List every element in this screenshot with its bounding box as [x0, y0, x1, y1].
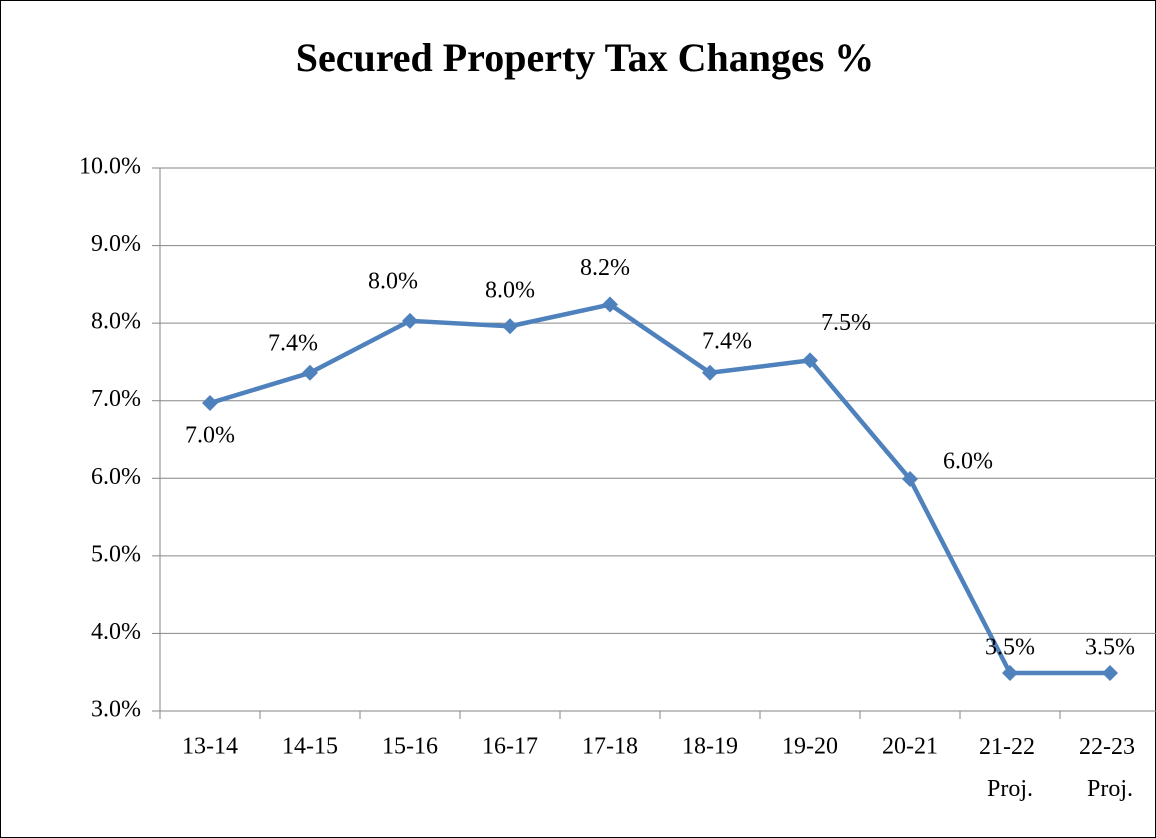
x-tick-label: 15-16	[382, 734, 438, 760]
y-tick-label: 5.0%	[91, 541, 141, 567]
point-marker	[302, 364, 318, 381]
data-label: 7.5%	[821, 310, 871, 336]
data-label: 3.5%	[985, 634, 1035, 660]
x-tick-label: 17-18	[582, 734, 638, 760]
point-marker	[202, 395, 218, 412]
point-marker	[702, 364, 718, 381]
point-marker	[1102, 664, 1118, 681]
x-tick-label: 16-17	[482, 734, 538, 760]
y-tick-label: 9.0%	[91, 231, 141, 257]
point-marker	[802, 352, 818, 369]
point-marker	[502, 318, 518, 335]
y-tick-label: 8.0%	[91, 309, 141, 335]
data-label: 6.0%	[943, 449, 993, 475]
y-tick-label: 3.0%	[91, 697, 141, 723]
point-marker	[402, 312, 418, 329]
point-marker	[1002, 664, 1018, 681]
x-tick-label: 14-15	[282, 734, 338, 760]
y-tick-label: 4.0%	[91, 619, 141, 645]
data-label: 8.2%	[580, 255, 630, 281]
data-label: 7.4%	[702, 328, 752, 354]
x-tick-label: 21-22 Proj.	[979, 734, 1041, 802]
x-tick-label: 13-14	[182, 734, 238, 760]
y-tick-label: 6.0%	[91, 464, 141, 490]
data-label: 7.4%	[268, 330, 318, 356]
x-tick-label: 19-20	[782, 734, 838, 760]
x-tick-label: 18-19	[682, 734, 738, 760]
y-tick-label: 7.0%	[91, 386, 141, 412]
data-label: 8.0%	[485, 278, 535, 304]
point-marker	[902, 471, 918, 488]
data-label: 7.0%	[185, 423, 235, 449]
series-line	[209, 302, 1110, 676]
data-label: 8.0%	[368, 268, 418, 294]
data-label: 3.5%	[1085, 634, 1135, 660]
y-tick-label: 10.0%	[79, 154, 141, 180]
chart-title: Secured Property Tax Changes %	[296, 35, 875, 80]
x-tick-label: 20-21	[882, 734, 938, 760]
x-tick-label: 22-23 Proj.	[1079, 734, 1141, 802]
point-marker	[602, 296, 618, 313]
